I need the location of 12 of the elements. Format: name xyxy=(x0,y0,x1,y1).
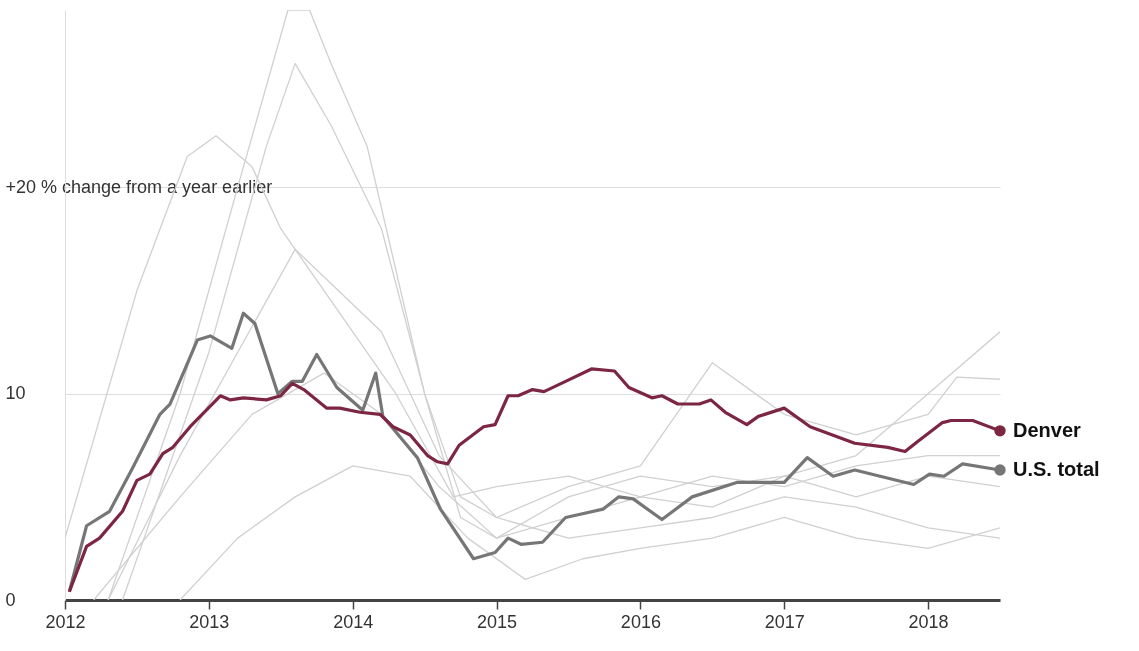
x-tick-label: 2014 xyxy=(333,611,374,632)
y-tick-label: +20 % change from a year earlier xyxy=(5,176,273,197)
series-label: U.S. total xyxy=(1013,458,1100,481)
x-tick-label: 2016 xyxy=(620,611,661,632)
x-tick-label: 2012 xyxy=(45,611,86,632)
y-tick-label: 10 xyxy=(5,383,26,404)
series-label: Denver xyxy=(1013,418,1082,441)
x-tick-label: 2015 xyxy=(477,611,518,632)
y-tick-label: 0 xyxy=(5,589,16,610)
x-tick-label: 2013 xyxy=(189,611,230,632)
x-tick-label: 2017 xyxy=(764,611,805,632)
x-tick-label: 2018 xyxy=(908,611,949,632)
